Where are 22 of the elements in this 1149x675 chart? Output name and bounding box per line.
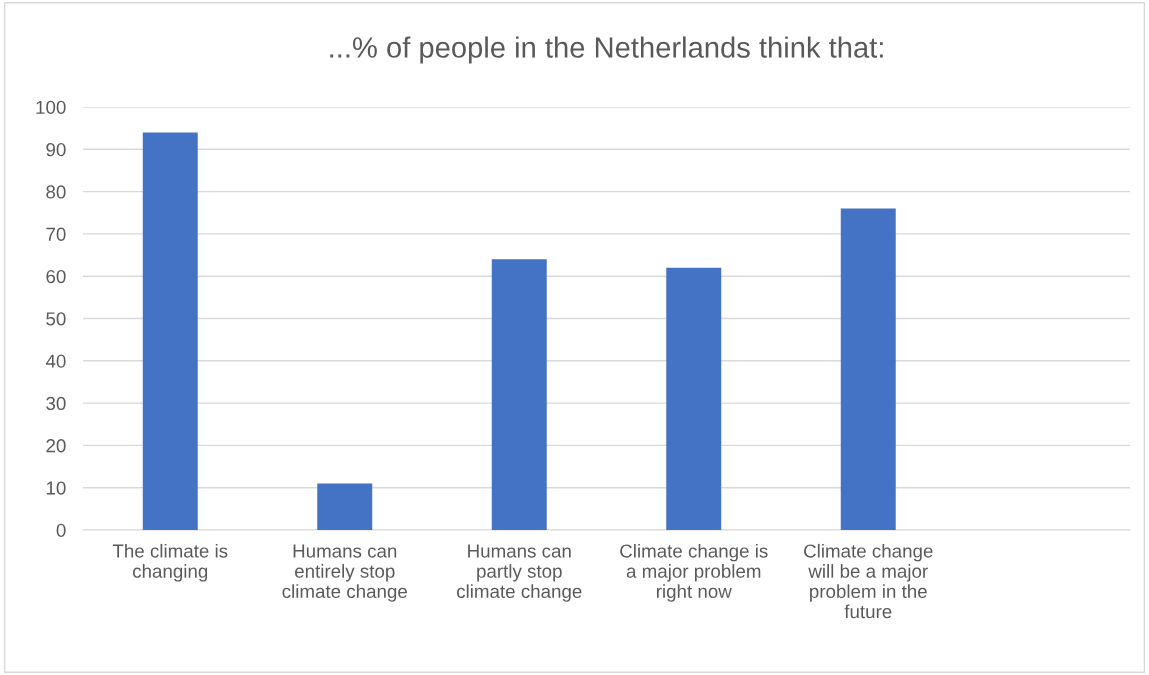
x-tick-label: Climate change is a major problem right now xyxy=(620,543,768,602)
y-tick-label: 100 xyxy=(36,100,66,114)
y-tick-label: 50 xyxy=(46,312,66,326)
bar xyxy=(491,259,547,530)
y-tick-label: 90 xyxy=(46,143,66,157)
bar xyxy=(666,267,722,530)
bar xyxy=(317,483,373,530)
y-tick-label: 60 xyxy=(46,269,66,284)
x-tick-label: Climate change will be a major problem in the future xyxy=(804,543,933,619)
y-tick-label: 40 xyxy=(45,354,66,368)
y-tick-label: 70 xyxy=(46,227,66,241)
y-tick-label: 30 xyxy=(46,396,66,411)
chart-title: ...% of people in the Netherlands think that: xyxy=(330,36,883,64)
x-tick-label: Humans can partly stop climate change xyxy=(456,544,582,602)
y-tick-label: 80 xyxy=(46,185,66,199)
y-tick-label: 20 xyxy=(46,439,66,453)
bar xyxy=(142,132,198,530)
x-tick-label: Humans can entirely stop climate change xyxy=(282,544,407,602)
y-tick-label: 0 xyxy=(56,523,66,537)
bar xyxy=(840,208,896,530)
x-tick-label: The climate is changing xyxy=(112,543,228,582)
y-tick-label: 10 xyxy=(46,481,66,495)
